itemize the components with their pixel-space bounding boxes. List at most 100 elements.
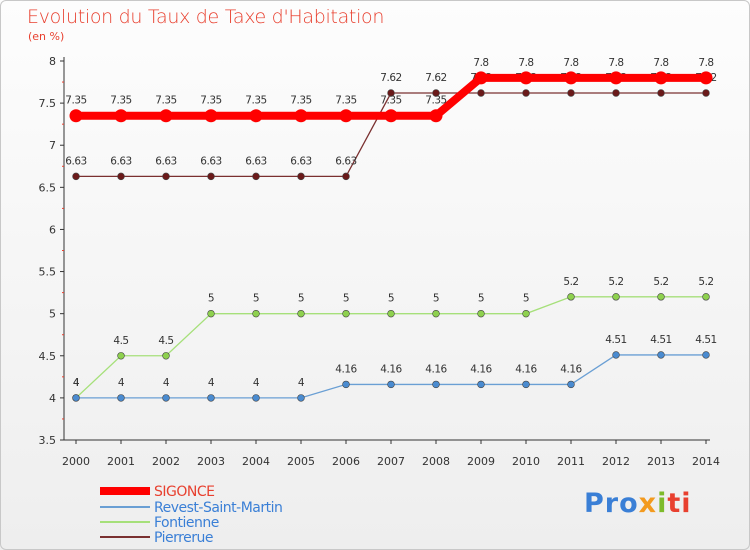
data-point <box>432 309 440 318</box>
data-point <box>117 394 125 402</box>
data-label: 4.16 <box>560 363 582 375</box>
data-point <box>252 172 260 181</box>
y-tick-label: 4 <box>49 392 56 405</box>
data-label: 7.8 <box>698 57 713 69</box>
data-point <box>162 394 170 402</box>
y-tick-label: 6.5 <box>39 181 57 194</box>
data-label: 5.2 <box>563 276 578 288</box>
data-point <box>567 293 575 301</box>
data-label: 7.35 <box>200 95 221 107</box>
data-label: 4.51 <box>650 334 671 346</box>
data-point <box>567 89 575 97</box>
legend-label: Pierrerue <box>154 530 213 546</box>
x-tick-label: 2005 <box>287 455 315 468</box>
data-label: 4.16 <box>425 363 447 375</box>
data-point <box>297 309 305 318</box>
data-point <box>699 71 713 85</box>
data-point <box>567 380 575 389</box>
data-label: 5 <box>253 293 259 305</box>
data-point <box>162 352 170 360</box>
y-tick-label: 7.5 <box>39 97 57 110</box>
data-point <box>342 309 350 318</box>
data-point <box>252 309 260 318</box>
data-label: 7.35 <box>110 95 131 107</box>
data-label: 7.62 <box>380 72 401 84</box>
data-label: 4 <box>208 377 215 389</box>
data-label: 4 <box>118 377 125 389</box>
data-point <box>384 109 398 123</box>
data-point <box>117 352 125 360</box>
data-label: 4.16 <box>515 363 537 375</box>
data-label: 5 <box>343 293 349 305</box>
x-tick-label: 2011 <box>557 455 585 468</box>
data-label: 7.62 <box>425 72 446 84</box>
data-point <box>612 293 620 301</box>
data-label: 4 <box>73 377 80 389</box>
x-tick-label: 2008 <box>422 455 450 468</box>
data-point <box>522 309 530 318</box>
data-point <box>564 71 578 85</box>
data-label: 4 <box>253 377 260 389</box>
data-label: 7.35 <box>245 95 266 107</box>
data-point <box>207 309 215 318</box>
data-point <box>477 89 485 97</box>
data-point <box>432 380 440 389</box>
y-tick-label: 4.5 <box>39 350 57 363</box>
data-label: 5.2 <box>698 276 713 288</box>
data-point <box>207 394 215 402</box>
data-label: 7.35 <box>425 95 446 107</box>
data-point <box>69 109 83 123</box>
y-tick-label: 6 <box>49 223 56 236</box>
data-label: 6.63 <box>245 155 266 167</box>
y-tick-label: 3.5 <box>39 434 57 447</box>
data-point <box>702 293 710 301</box>
data-point <box>477 380 485 389</box>
x-tick-label: 2004 <box>242 455 270 468</box>
data-label: 4 <box>73 377 80 389</box>
data-label: 5.2 <box>608 276 623 288</box>
data-point <box>339 109 353 123</box>
data-point <box>387 380 395 389</box>
data-point <box>162 172 170 181</box>
data-point <box>114 109 128 123</box>
data-label: 7.35 <box>65 95 86 107</box>
data-label: 7.8 <box>473 57 488 69</box>
data-point <box>342 172 350 181</box>
data-point <box>612 89 620 97</box>
data-point <box>609 71 623 85</box>
series-line-revest-saint-martin <box>76 354 706 399</box>
data-label: 4.16 <box>470 363 492 375</box>
data-point <box>204 109 218 123</box>
data-label: 4.5 <box>158 335 173 347</box>
data-label: 6.63 <box>335 155 356 167</box>
x-tick-label: 2002 <box>152 455 180 468</box>
data-point <box>387 309 395 318</box>
data-point <box>657 89 665 97</box>
data-point <box>159 109 173 123</box>
proxiti-logo: Proxiti <box>584 488 692 519</box>
data-point <box>429 109 443 123</box>
data-label: 7.8 <box>518 57 533 69</box>
data-point <box>294 109 308 123</box>
data-point <box>72 172 80 181</box>
legend-label: Fontienne <box>154 515 219 531</box>
data-label: 4.51 <box>695 334 716 346</box>
chart-subtitle: (en %) <box>28 30 65 43</box>
data-label: 4.5 <box>113 335 128 347</box>
legend-label: SIGONCE <box>154 484 214 500</box>
data-point <box>522 89 530 97</box>
data-label: 6.63 <box>200 155 221 167</box>
y-tick-label: 8 <box>49 55 56 68</box>
data-label: 7.35 <box>290 95 311 107</box>
x-tick-label: 2007 <box>377 455 405 468</box>
data-label: 4.16 <box>380 363 402 375</box>
data-point <box>702 89 710 97</box>
chart-title: Evolution du Taux de Taxe d'Habitation <box>27 6 385 28</box>
data-label: 4 <box>298 377 305 389</box>
data-point <box>474 71 488 85</box>
data-point <box>207 172 215 181</box>
x-tick-label: 2001 <box>107 455 135 468</box>
x-tick-label: 2012 <box>602 455 630 468</box>
data-label: 5 <box>208 293 214 305</box>
